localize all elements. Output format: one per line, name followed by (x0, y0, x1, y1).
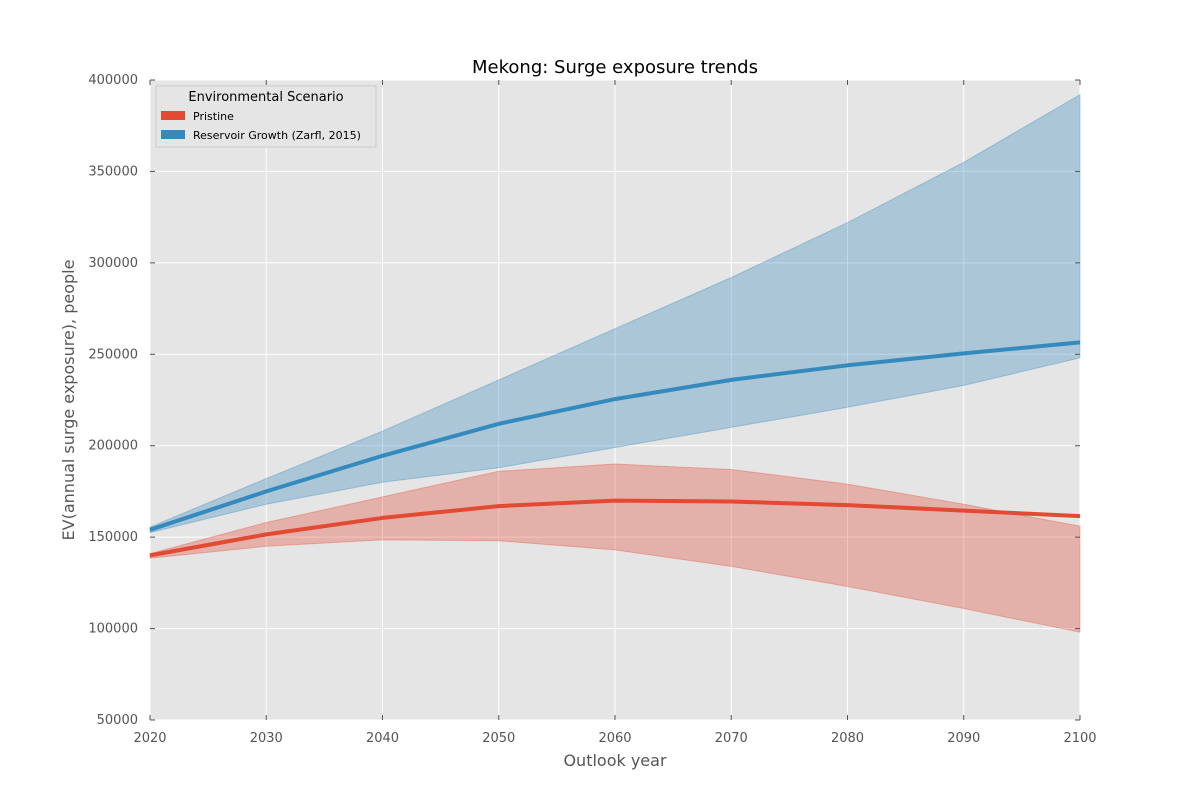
line-reservoir-growth-zarfl-2015 (149, 340, 1081, 532)
band-reservoir-growth-zarfl-2015 (149, 93, 1081, 534)
x-tick-label: 2060 (598, 731, 631, 746)
series-lines (149, 340, 1081, 558)
y-tick-label: 50000 (97, 713, 138, 728)
legend-label-pristine: Pristine (193, 110, 234, 123)
x-tick-label: 2020 (133, 731, 166, 746)
x-tick-label: 2030 (250, 731, 283, 746)
y-tick-label: 350000 (88, 164, 138, 179)
y-tick-label: 400000 (88, 73, 138, 88)
legend-label-reservoir-growth: Reservoir Growth (Zarfl, 2015) (193, 129, 361, 142)
y-tick-label: 200000 (88, 439, 138, 454)
legend-swatch-reservoir-growth (161, 130, 185, 139)
legend: Environmental Scenario Pristine Reservoi… (155, 85, 377, 148)
axis-ticks (149, 79, 1081, 721)
y-tick-label: 300000 (88, 256, 138, 271)
y-axis-label: EV(annual surge exposure), people (59, 260, 78, 541)
y-tick-label: 250000 (88, 347, 138, 362)
x-tick-labels: 2020 2030 2040 2050 2060 2070 2080 2090 2100 (133, 731, 1096, 746)
x-tick-label: 2090 (947, 731, 980, 746)
legend-title: Environmental Scenario (188, 90, 343, 105)
x-tick-label: 2070 (715, 731, 748, 746)
y-tick-labels: 50000 100000 150000 200000 250000 300000 35000… (88, 73, 138, 728)
y-tick-label: 100000 (88, 622, 138, 637)
x-axis-label: Outlook year (563, 751, 667, 770)
chart-title: Mekong: Surge exposure trends (472, 57, 758, 78)
line-pristine (149, 498, 1081, 558)
x-tick-label: 2100 (1063, 731, 1096, 746)
x-tick-label: 2040 (366, 731, 399, 746)
legend-box (155, 85, 377, 148)
x-tick-label: 2080 (831, 731, 864, 746)
y-tick-label: 150000 (88, 530, 138, 545)
legend-swatch-pristine (161, 111, 185, 120)
x-tick-label: 2050 (482, 731, 515, 746)
